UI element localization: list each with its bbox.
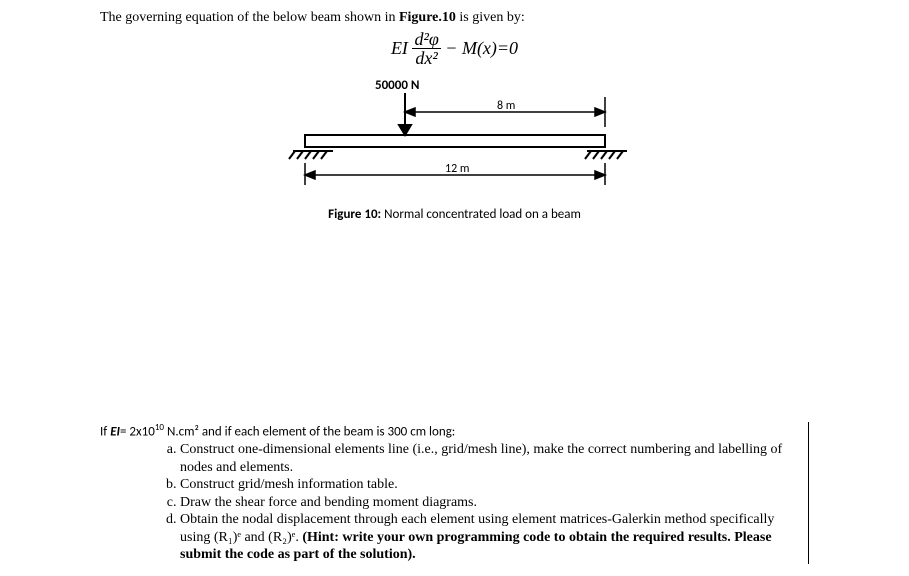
cond-exp: 10 bbox=[155, 422, 164, 433]
blank-space bbox=[100, 222, 809, 422]
condition-line: If EI= 2x1010 N.cm² and if each element … bbox=[100, 422, 800, 439]
intro-figref: Figure.10 bbox=[399, 10, 456, 25]
figcap-bold: Figure 10: bbox=[328, 207, 381, 222]
cond-unit: N.cm² and if each element of the beam is… bbox=[164, 424, 455, 439]
eq-ei: EI bbox=[391, 38, 408, 58]
intro-line: The governing equation of the below beam… bbox=[100, 10, 809, 26]
figcap-text: Normal concentrated load on a beam bbox=[381, 207, 581, 222]
eq-den: dx² bbox=[412, 49, 440, 67]
eq-num: d²φ bbox=[412, 30, 440, 49]
part-d: Obtain the nodal displacement through ea… bbox=[180, 511, 800, 564]
beam-diagram: 50000 N 8 m 12 m bbox=[275, 75, 635, 205]
part-a: Construct one-dimensional elements line … bbox=[180, 441, 800, 476]
intro-prefix: The governing equation of the below beam… bbox=[100, 10, 399, 25]
bottom-block: If EI= 2x1010 N.cm² and if each element … bbox=[100, 422, 809, 564]
load-label-text: 50000 N bbox=[375, 78, 419, 93]
eq-rest: − M(x)=0 bbox=[445, 38, 518, 58]
part-b: Construct grid/mesh information table. bbox=[180, 476, 800, 494]
part-c: Draw the shear force and bending moment … bbox=[180, 494, 800, 512]
page: The governing equation of the below beam… bbox=[0, 0, 909, 574]
parts-list: Construct one-dimensional elements line … bbox=[160, 441, 800, 564]
figure-wrap: 50000 N 8 m 12 m Figure 10: Normal conce bbox=[100, 75, 809, 222]
cond-ei: EI bbox=[110, 424, 120, 439]
cond-val: = 2x10 bbox=[120, 424, 155, 439]
span-right-text: 8 m bbox=[497, 99, 515, 113]
intro-suffix: is given by: bbox=[456, 10, 525, 25]
figure-caption: Figure 10: Normal concentrated load on a… bbox=[100, 207, 809, 222]
equation: EI d²φ dx² − M(x)=0 bbox=[100, 30, 809, 67]
span-total-text: 12 m bbox=[445, 162, 469, 176]
eq-fraction: d²φ dx² bbox=[412, 30, 440, 67]
cond-prefix: If bbox=[100, 424, 110, 439]
